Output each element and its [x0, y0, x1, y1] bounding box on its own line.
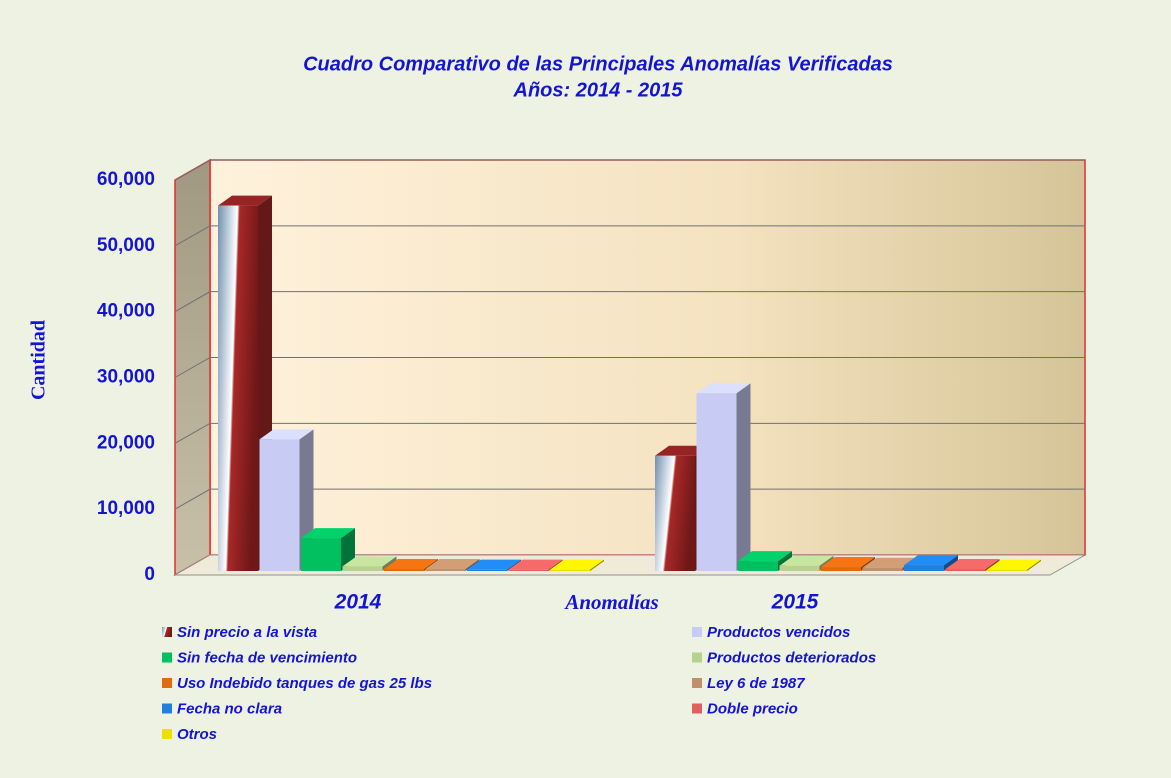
bar-front: [425, 569, 466, 571]
bar: [550, 559, 604, 571]
bar-side: [590, 559, 604, 571]
bar-front: [945, 569, 986, 571]
y-tick-label: 60,000: [97, 169, 155, 190]
legend-swatch: [162, 652, 172, 663]
bar-top: [342, 556, 397, 567]
bar-top: [987, 559, 1041, 570]
bar-top: [738, 551, 792, 562]
bar: [904, 555, 958, 571]
bar-top: [862, 557, 917, 568]
bar: [342, 556, 397, 571]
bar-side: [944, 555, 958, 571]
bar-top: [301, 528, 355, 539]
y-tick-label: 50,000: [97, 235, 155, 256]
bar-front: [259, 439, 300, 571]
bar-top: [696, 383, 751, 394]
bar-front: [467, 569, 507, 571]
bar-side: [382, 556, 397, 571]
legend-label: Sin precio a la vista: [177, 624, 317, 641]
bar-front: [987, 569, 1027, 571]
bar: [987, 559, 1041, 571]
x-axis-title: Anomalías: [563, 590, 658, 614]
bar-side: [465, 559, 480, 571]
bar: [508, 559, 563, 571]
legend-swatch: [692, 678, 702, 688]
y-axis-title: Cantidad: [28, 320, 50, 400]
bar-top: [384, 559, 438, 570]
bar: [425, 559, 480, 571]
bar-front: [342, 566, 383, 571]
grid-line: [174, 225, 1085, 247]
bar-top: [655, 445, 709, 456]
legend-label: Productos vencidos: [707, 624, 850, 641]
bar-top: [821, 557, 875, 568]
bar-side: [1027, 559, 1041, 571]
bar-top: [425, 559, 480, 570]
bar-top: [904, 555, 958, 566]
bar-top: [467, 559, 521, 570]
bar-top: [945, 559, 1000, 570]
y-tick-label: 0: [144, 564, 155, 585]
bar-front: [655, 455, 695, 571]
bar-front: [738, 561, 778, 571]
legend-label: Doble precio: [707, 700, 798, 717]
grid-line: [174, 422, 1085, 444]
chart-title: Cuadro Comparativo de las Principales An…: [303, 53, 893, 75]
bar-front: [696, 393, 737, 571]
legend-label: Sin fecha de vencimiento: [177, 649, 357, 666]
bar-front: [508, 569, 549, 571]
legend-label: Productos deteriorados: [707, 649, 876, 666]
bar: [945, 559, 1000, 571]
bar-front: [821, 567, 861, 571]
chart-subtitle: Años: 2014 - 2015: [513, 79, 684, 101]
bar: [467, 559, 521, 571]
y-tick-label: 20,000: [97, 432, 155, 453]
bar-front: [301, 538, 341, 571]
legend-swatch: [162, 678, 172, 688]
legend-label: Uso Indebido tanques de gas 25 lbs: [177, 675, 432, 692]
bar-top: [550, 559, 604, 570]
bar-side: [507, 559, 521, 571]
y-tick-label: 40,000: [97, 301, 155, 322]
bar-top: [508, 559, 563, 570]
bar-top: [779, 555, 834, 566]
bar-front: [384, 569, 424, 571]
legend-label: Otros: [177, 726, 217, 743]
bar-front: [550, 569, 590, 571]
bar-top: [259, 429, 314, 440]
x-tick-label: 2014: [334, 591, 382, 614]
y-tick-label: 30,000: [97, 367, 155, 388]
x-tick-label: 2015: [771, 591, 819, 614]
legend-label: Ley 6 de 1987: [707, 675, 805, 692]
legend-swatch: [162, 729, 172, 739]
legend-swatch: [162, 703, 172, 714]
grid-line: [174, 291, 1085, 313]
legend-swatch: [692, 627, 702, 637]
y-tick-label: 10,000: [97, 498, 155, 519]
bar-side: [736, 383, 751, 571]
grid-line: [174, 159, 1085, 181]
grid-line: [174, 357, 1085, 378]
bar-side: [985, 559, 1000, 571]
legend-label: Fecha no clara: [177, 700, 282, 717]
bar-top: [218, 195, 272, 206]
legend-swatch: [692, 703, 702, 714]
bar: [696, 383, 751, 571]
bar-front: [862, 567, 903, 571]
bar-side: [548, 559, 563, 571]
legend-swatch: [692, 652, 702, 663]
bar-front: [904, 565, 944, 571]
legend-swatch: [162, 627, 172, 637]
grid-line: [174, 488, 1085, 510]
bar-front: [218, 205, 258, 571]
bar-front: [779, 565, 820, 571]
